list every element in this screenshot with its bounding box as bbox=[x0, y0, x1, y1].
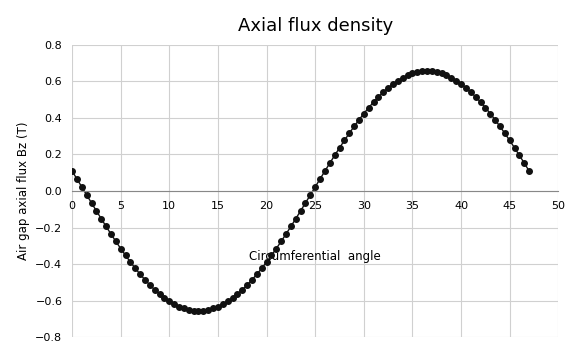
Point bbox=[276, 239, 286, 244]
Point bbox=[204, 307, 213, 312]
Point bbox=[462, 85, 471, 91]
Point bbox=[243, 282, 252, 288]
Point bbox=[155, 291, 164, 297]
Point bbox=[330, 153, 339, 158]
Point bbox=[481, 105, 490, 111]
Point bbox=[252, 271, 261, 277]
Point bbox=[369, 99, 378, 105]
Point bbox=[130, 265, 140, 271]
Point bbox=[257, 265, 267, 271]
Point bbox=[68, 168, 77, 174]
Point bbox=[101, 224, 111, 229]
Point bbox=[447, 75, 456, 81]
Point bbox=[398, 75, 407, 81]
Point bbox=[471, 94, 480, 100]
Point bbox=[403, 72, 412, 78]
Point bbox=[427, 68, 436, 74]
Point bbox=[228, 295, 237, 301]
Point bbox=[466, 89, 475, 95]
Point bbox=[237, 287, 247, 293]
X-axis label: Circumferential  angle: Circumferential angle bbox=[249, 249, 381, 262]
Point bbox=[140, 277, 150, 283]
Point bbox=[208, 306, 218, 311]
Point bbox=[320, 168, 329, 174]
Point bbox=[359, 111, 368, 116]
Point bbox=[374, 94, 383, 100]
Point bbox=[77, 184, 87, 190]
Point bbox=[233, 291, 242, 297]
Point bbox=[364, 105, 373, 111]
Point bbox=[354, 117, 364, 123]
Point bbox=[194, 308, 203, 314]
Point bbox=[491, 117, 500, 123]
Point bbox=[495, 123, 505, 129]
Point bbox=[500, 130, 509, 136]
Point bbox=[393, 78, 403, 84]
Point bbox=[306, 192, 315, 198]
Point bbox=[413, 69, 422, 75]
Point bbox=[452, 78, 461, 84]
Point bbox=[296, 208, 306, 214]
Point bbox=[379, 89, 388, 95]
Point bbox=[87, 200, 96, 206]
Point bbox=[189, 308, 198, 314]
Point bbox=[160, 295, 169, 301]
Point bbox=[514, 153, 524, 158]
Point bbox=[476, 99, 485, 105]
Point bbox=[423, 68, 432, 74]
Point bbox=[111, 239, 120, 244]
Point bbox=[92, 208, 101, 214]
Point bbox=[281, 231, 290, 237]
Point bbox=[126, 259, 135, 265]
Point bbox=[107, 231, 116, 237]
Title: Axial flux density: Axial flux density bbox=[237, 17, 393, 35]
Point bbox=[184, 307, 193, 312]
Point bbox=[349, 123, 359, 129]
Point bbox=[72, 176, 81, 182]
Point bbox=[82, 192, 91, 198]
Point bbox=[97, 216, 106, 222]
Point bbox=[218, 301, 228, 307]
Point bbox=[175, 304, 184, 310]
Point bbox=[116, 246, 125, 251]
Point bbox=[408, 71, 417, 76]
Point bbox=[291, 216, 300, 222]
Point bbox=[121, 253, 130, 258]
Point bbox=[247, 277, 257, 283]
Point bbox=[417, 68, 427, 74]
Point bbox=[505, 138, 514, 143]
Point bbox=[384, 85, 393, 91]
Point bbox=[150, 287, 159, 293]
Point bbox=[437, 71, 446, 76]
Point bbox=[520, 160, 529, 166]
Point bbox=[198, 308, 208, 314]
Point bbox=[340, 138, 349, 143]
Point bbox=[311, 184, 320, 190]
Point bbox=[442, 72, 451, 78]
Point bbox=[325, 160, 335, 166]
Point bbox=[315, 176, 325, 182]
Point bbox=[146, 282, 155, 288]
Point bbox=[272, 246, 281, 251]
Point bbox=[432, 69, 441, 75]
Point bbox=[267, 253, 276, 258]
Point bbox=[223, 298, 232, 304]
Point bbox=[179, 306, 189, 311]
Point bbox=[286, 224, 296, 229]
Point bbox=[524, 168, 534, 174]
Point bbox=[510, 145, 519, 151]
Point bbox=[169, 301, 179, 307]
Point bbox=[165, 298, 174, 304]
Point bbox=[213, 304, 222, 310]
Point bbox=[485, 111, 495, 116]
Point bbox=[136, 271, 145, 277]
Point bbox=[335, 145, 344, 151]
Point bbox=[301, 200, 310, 206]
Point bbox=[345, 130, 354, 136]
Point bbox=[456, 81, 466, 87]
Y-axis label: Air gap axial flux Bz (T): Air gap axial flux Bz (T) bbox=[17, 122, 30, 260]
Point bbox=[388, 81, 398, 87]
Point bbox=[262, 259, 271, 265]
